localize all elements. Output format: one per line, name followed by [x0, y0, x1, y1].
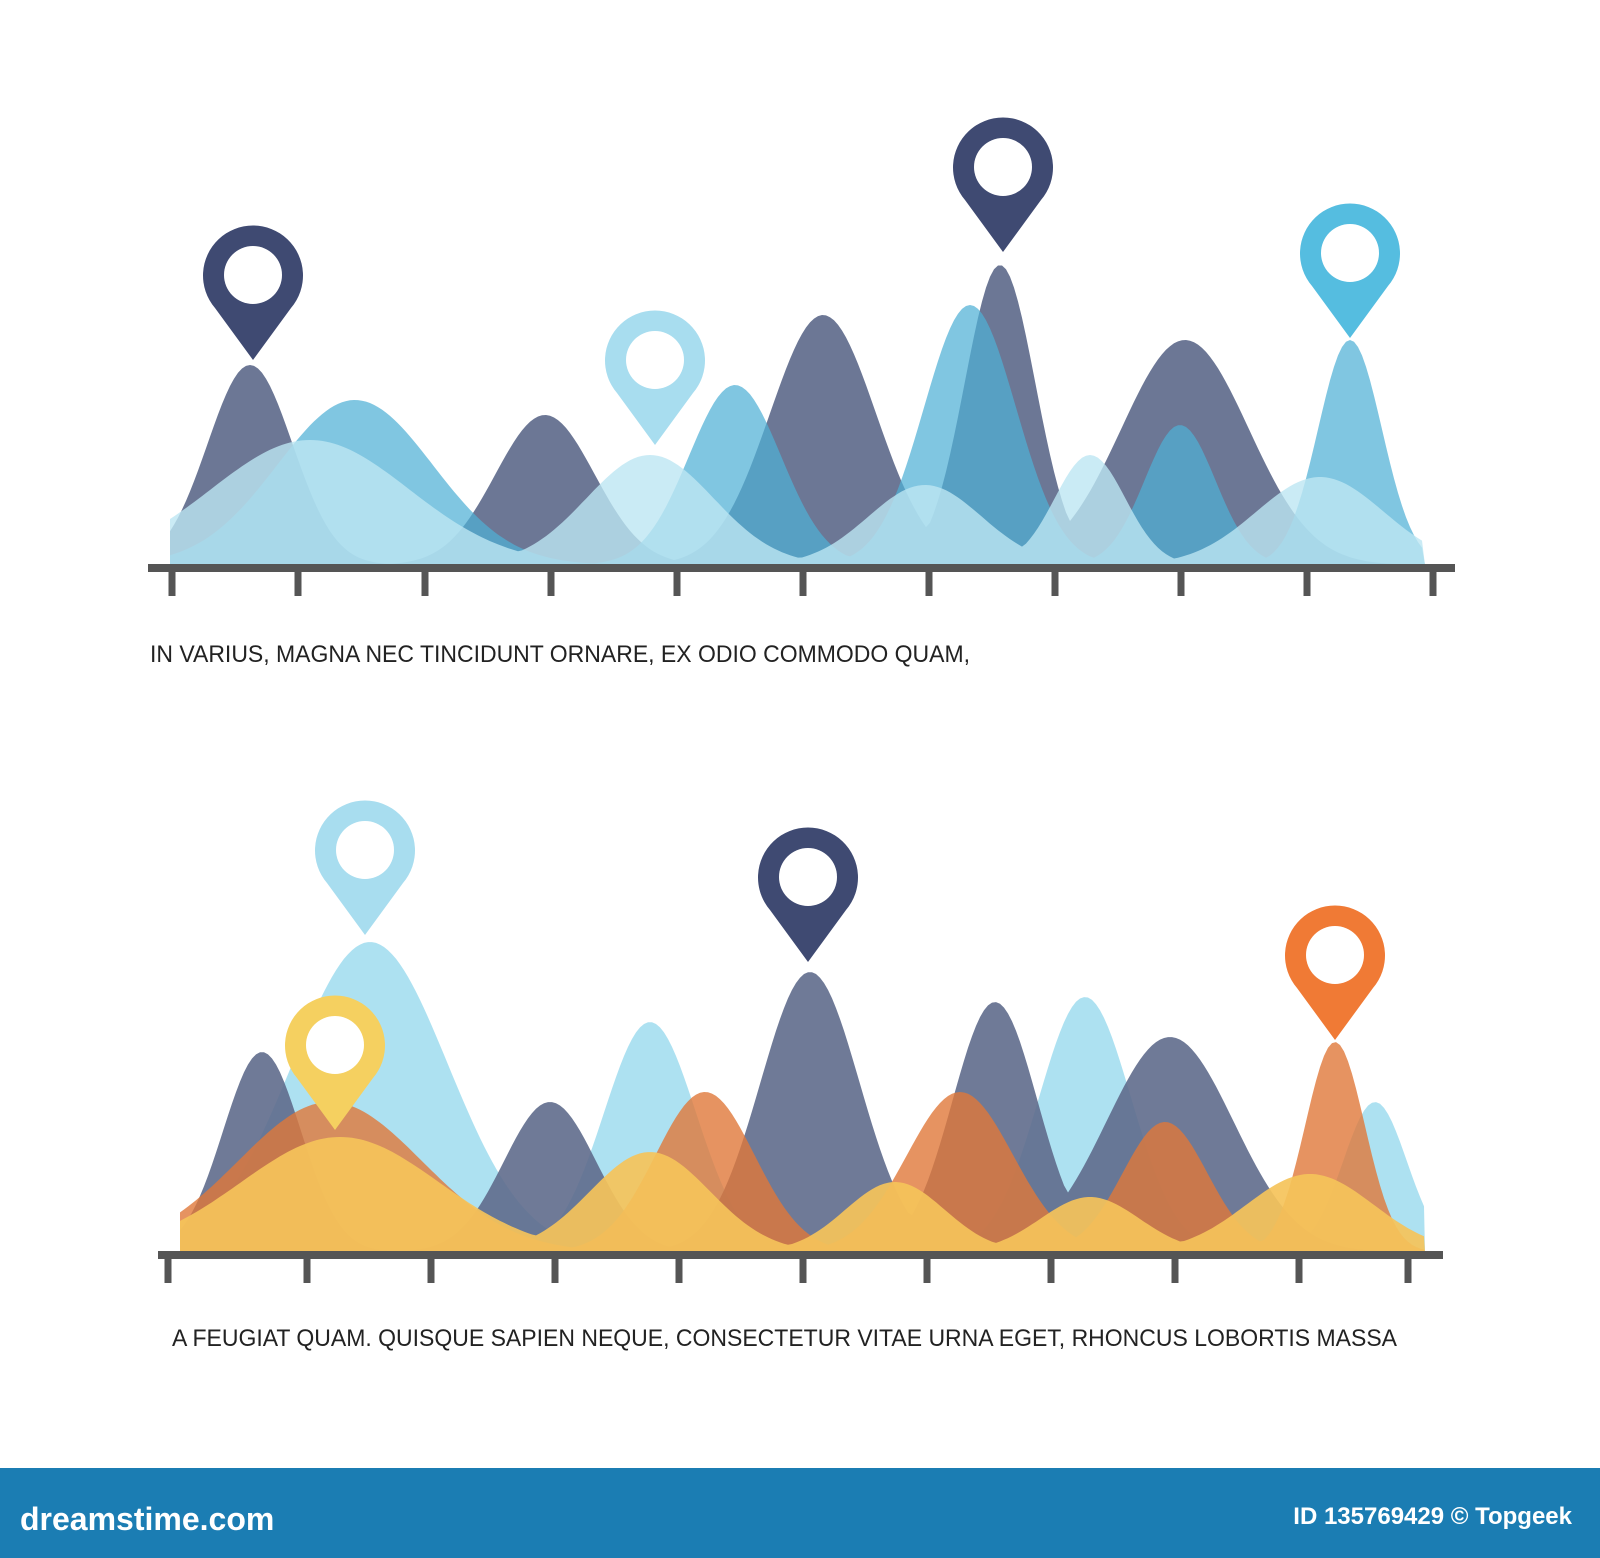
caption: A FEUGIAT QUAM. QUISQUE SAPIEN NEQUE, CO…: [172, 1325, 1397, 1352]
pin-hole: [306, 1016, 364, 1074]
pin-hole: [1306, 926, 1364, 984]
pin-hole: [224, 246, 282, 304]
pin-hole: [974, 138, 1032, 196]
wave: [170, 440, 1425, 565]
footer-brand: dreamstime.com: [20, 1501, 274, 1537]
footer-credit: ID 135769429 © Topgeek: [1293, 1503, 1572, 1530]
wave: [180, 1042, 1425, 1252]
pin-hole: [626, 331, 684, 389]
wave-chart: [158, 800, 1443, 1283]
wave: [180, 972, 1425, 1252]
pin-hole: [336, 821, 394, 879]
pin-hole: [1321, 224, 1379, 282]
footer-bar: [0, 1468, 1600, 1558]
caption: IN VARIUS, MAGNA NEC TINCIDUNT ORNARE, E…: [150, 641, 970, 668]
pin-hole: [779, 848, 837, 906]
wave: [180, 1137, 1425, 1252]
wave-chart: [148, 117, 1455, 596]
